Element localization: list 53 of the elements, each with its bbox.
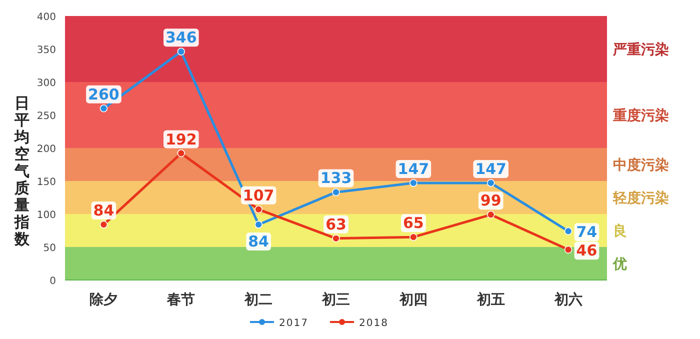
point (410, 179, 418, 187)
point (254, 220, 262, 228)
data-label: 133 (320, 169, 352, 188)
point (332, 188, 340, 196)
text: 日平均空气质量指数 (14, 94, 30, 248)
data-label: 107 (242, 186, 274, 204)
point (564, 246, 572, 254)
x-tick-label: 初三 (321, 291, 350, 308)
point (100, 220, 108, 228)
data-label: 65 (402, 214, 424, 232)
data-label: 84 (93, 202, 114, 220)
data-label: 99 (480, 192, 502, 210)
band-label: 中度污染 (613, 156, 669, 174)
point (486, 179, 495, 187)
x-tick-label: 春节 (166, 292, 196, 308)
x-tick-label: 初五 (476, 291, 505, 308)
band-label: 优 (612, 256, 627, 272)
data-label: 147 (398, 160, 430, 178)
y-tick-label: 0 (50, 276, 56, 287)
y-tick-label: 300 (36, 78, 56, 89)
x-tick-label: 初六 (553, 291, 582, 308)
y-tick-label: 400 (36, 12, 56, 23)
y-tick-label: 350 (36, 45, 56, 56)
legend-label: 2017 (279, 318, 308, 329)
x-tick-label: 初四 (398, 291, 428, 308)
data-label: 147 (475, 160, 507, 178)
y-tick-label: 150 (36, 177, 56, 188)
point (410, 233, 418, 241)
x-tick-label: 除夕 (90, 292, 118, 308)
data-label: 84 (248, 232, 270, 251)
legend-label: 2018 (359, 318, 388, 329)
band-label: 良 (613, 222, 627, 240)
y-tick-label: 200 (36, 144, 56, 155)
band-label: 严重污染 (612, 41, 669, 58)
point (177, 48, 186, 56)
point (254, 205, 262, 214)
data-label: 346 (165, 28, 197, 47)
data-label: 46 (576, 242, 598, 260)
y-tick-label: 250 (36, 111, 56, 122)
y-tick-label: 50 (43, 243, 56, 254)
data-label: 74 (576, 223, 598, 242)
band-label: 重度污染 (612, 107, 669, 124)
data-label: 63 (326, 215, 346, 234)
band-label: 轻度污染 (612, 190, 669, 206)
point (486, 210, 495, 219)
x-tick-label: 初二 (244, 291, 273, 308)
data-label: 192 (165, 130, 197, 148)
point (332, 234, 340, 242)
point (564, 227, 572, 236)
point (100, 104, 108, 112)
point (177, 149, 186, 158)
y-tick-label: 100 (36, 210, 56, 221)
data-label: 260 (88, 85, 120, 104)
